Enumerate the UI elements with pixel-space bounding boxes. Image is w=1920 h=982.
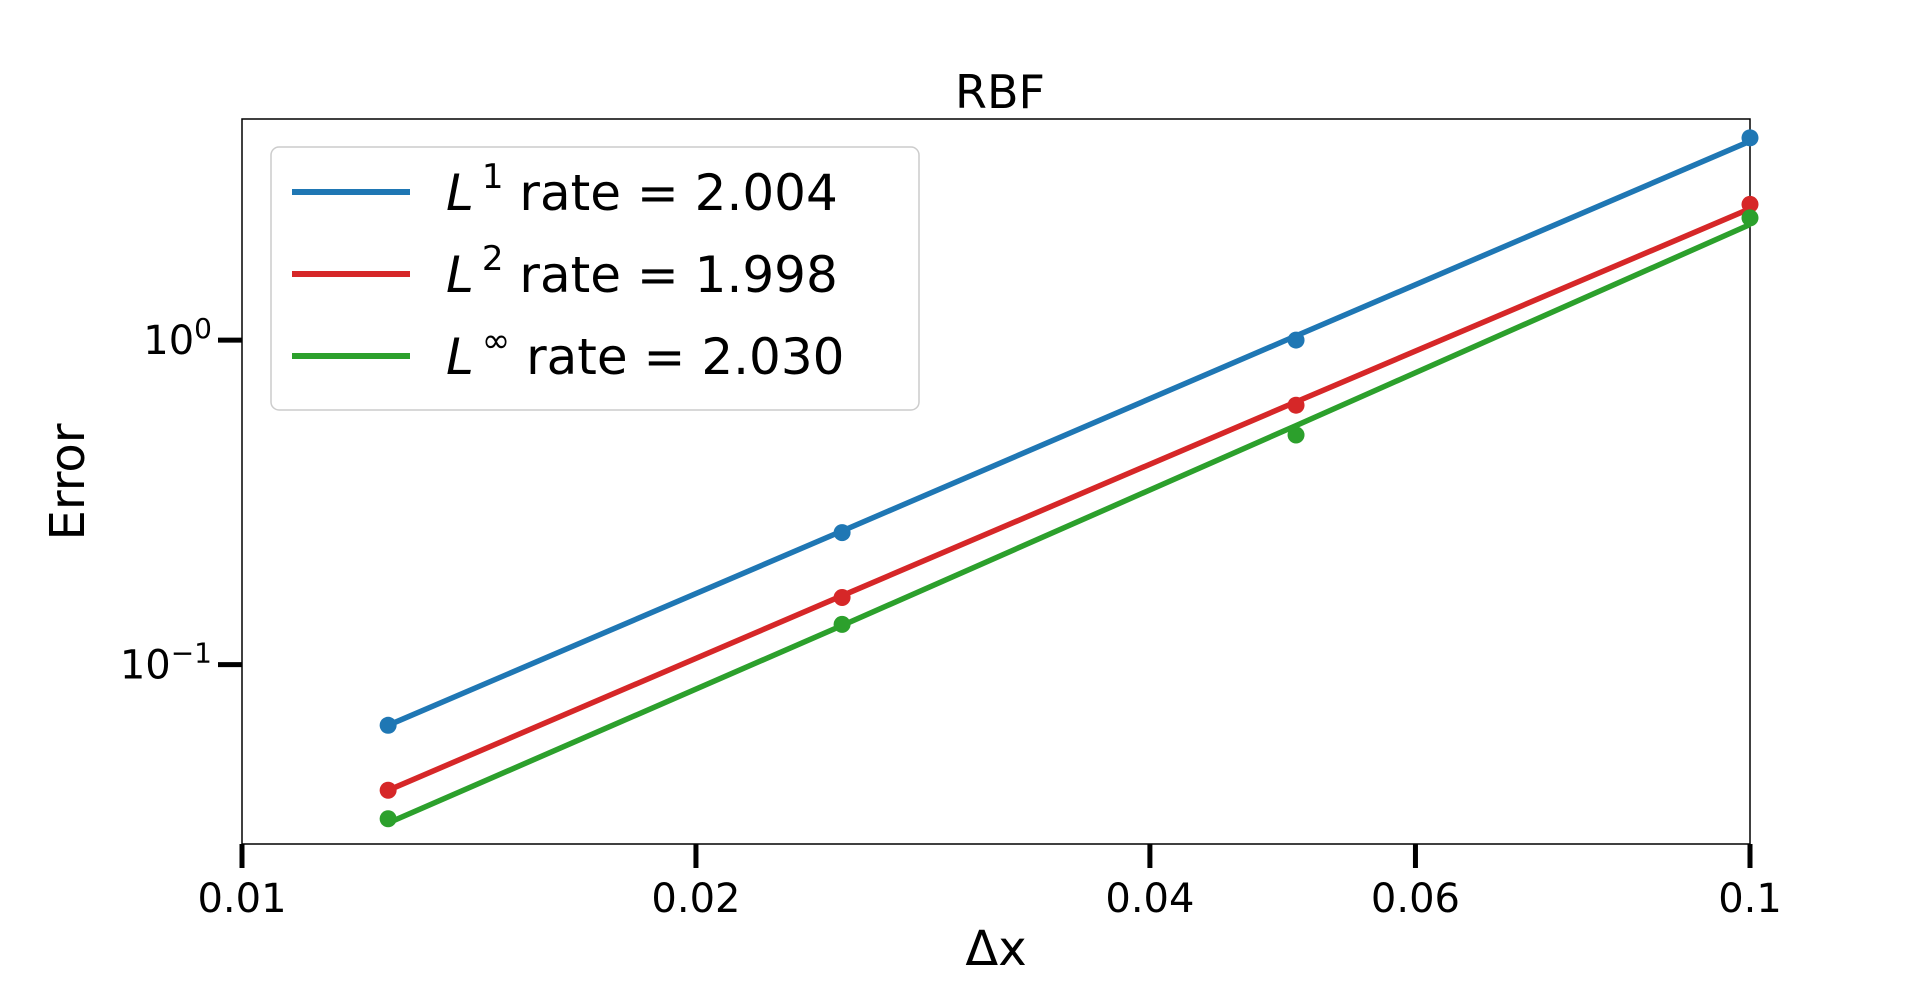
series-line-3 <box>387 221 1752 826</box>
series-3-point <box>1287 426 1305 444</box>
series-1-point <box>379 716 397 734</box>
series-2-point <box>1287 396 1305 414</box>
series-3-point <box>1741 209 1759 227</box>
chart-title: RBF <box>955 65 1045 119</box>
series-1-point <box>1741 129 1759 147</box>
legend-frame <box>270 146 920 411</box>
axis-ticks: 0.01 0.02 0.04 0.06 0.1 100 10−1 <box>120 312 1782 922</box>
x-tick-label: 0.01 <box>197 876 286 922</box>
x-tick-label: 0.02 <box>651 876 740 922</box>
series-line-2 <box>387 206 1752 793</box>
series-2-point <box>833 588 851 606</box>
series-2-point <box>1741 195 1759 213</box>
x-tick-label: 0.1 <box>1718 876 1782 922</box>
x-tick-label: 0.04 <box>1105 876 1194 922</box>
series-1-point <box>1287 331 1305 349</box>
series-3-point <box>379 810 397 828</box>
x-tick-label: 0.06 <box>1371 876 1460 922</box>
series-1-point <box>833 524 851 542</box>
x-axis-label: Δx <box>965 921 1026 977</box>
series-2-point <box>379 781 397 799</box>
y-tick-label: 10−1 <box>120 637 212 689</box>
y-axis-label: Error <box>40 423 96 540</box>
series-group <box>379 129 1759 828</box>
y-tick-label: 100 <box>143 312 212 364</box>
series-3-point <box>833 615 851 633</box>
legend-label-3: L ∞ rate = 2.030 <box>446 321 844 386</box>
series-line-1 <box>387 138 1752 728</box>
